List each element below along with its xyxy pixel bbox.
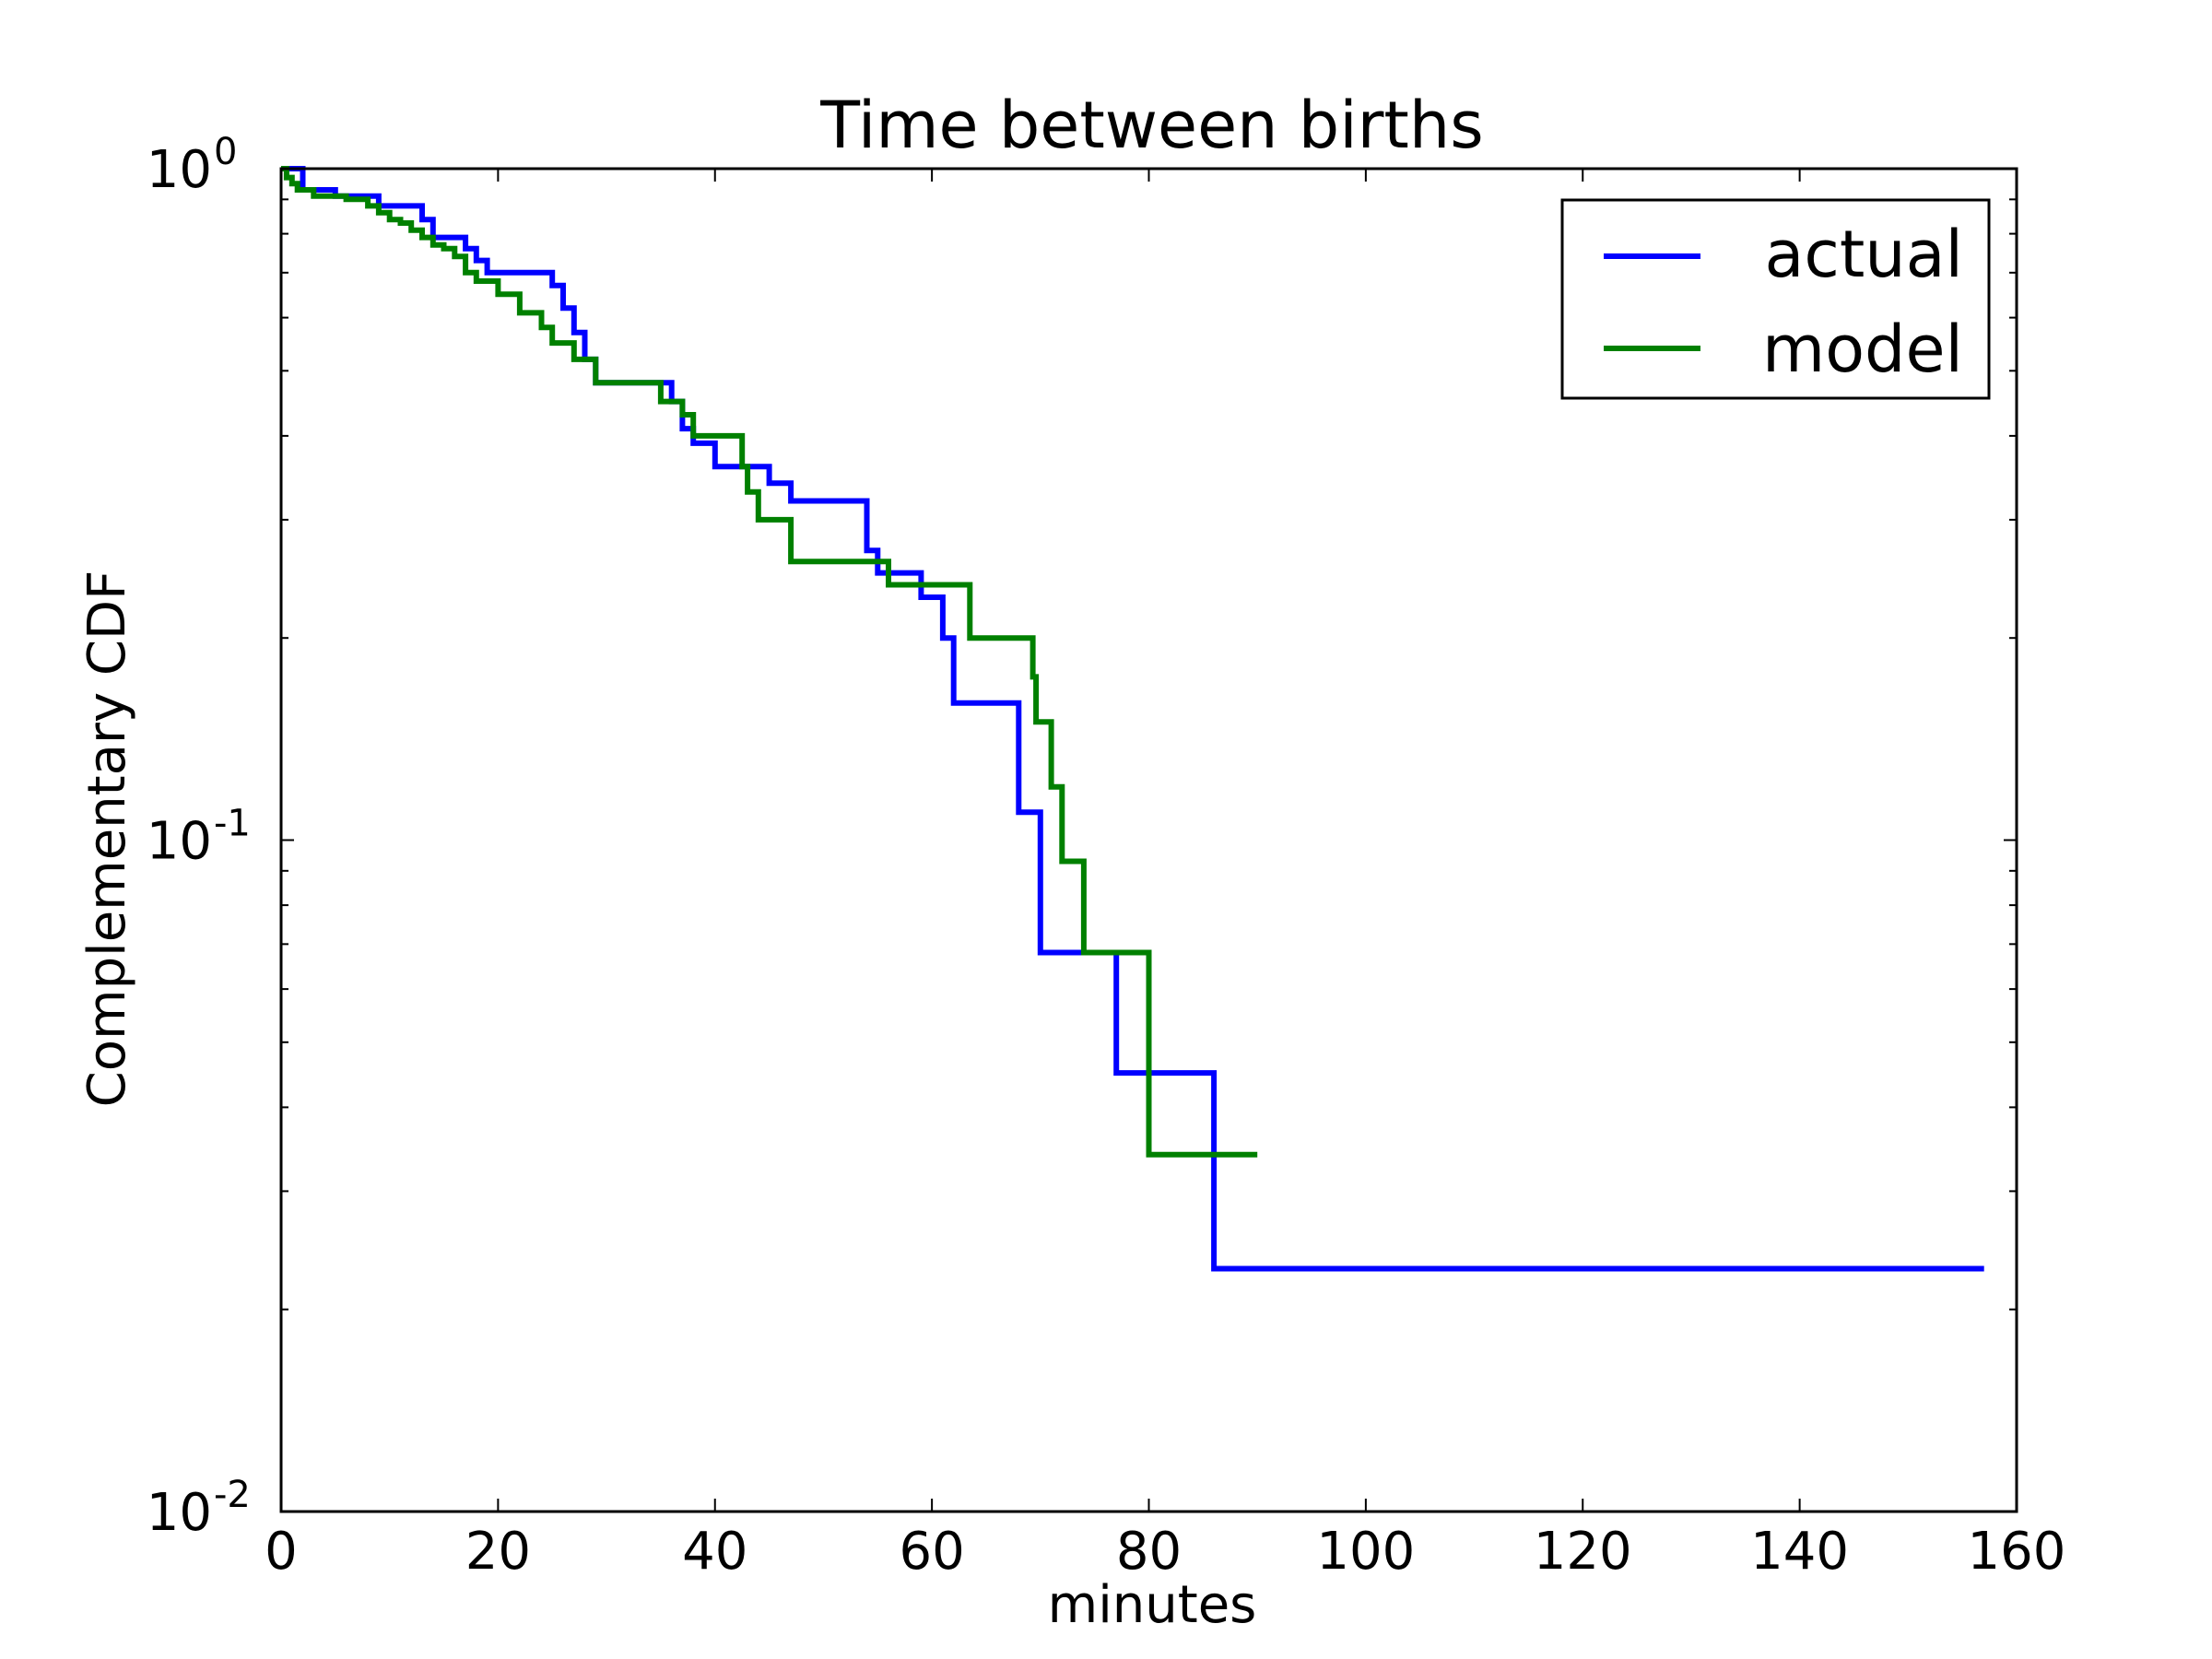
y-tick-label: 10 — [147, 812, 212, 872]
y-tick-label: 10 — [147, 140, 212, 200]
legend-box — [1560, 198, 1991, 400]
x-tick-label: 40 — [682, 1522, 747, 1582]
x-tick-label: 80 — [1116, 1522, 1182, 1582]
legend-label-actual: actual — [1764, 217, 1963, 292]
x-tick-label: 140 — [1750, 1522, 1849, 1582]
x-axis-label: minutes — [1048, 1575, 1257, 1635]
y-tick-exponent: -1 — [214, 803, 251, 845]
plot-content — [281, 166, 1984, 1272]
series-line-model — [281, 166, 1258, 1158]
y-tick-exponent: -2 — [214, 1474, 251, 1516]
x-tick-label: 0 — [265, 1522, 298, 1582]
x-tick-label: 20 — [465, 1522, 531, 1582]
y-axis-label: Complementary CDF — [77, 571, 137, 1108]
x-tick-label: 160 — [1968, 1522, 2066, 1582]
x-axis: 0 20 40 60 80 100 120 140 160 — [265, 169, 2065, 1582]
x-tick-label: 100 — [1316, 1522, 1415, 1582]
legend-label-model: model — [1762, 312, 1963, 387]
y-tick-label: 10 — [147, 1483, 212, 1543]
y-tick-exponent: 0 — [214, 131, 237, 173]
legend: actual model — [1560, 198, 1991, 400]
x-tick-label: 60 — [899, 1522, 964, 1582]
x-tick-label: 120 — [1534, 1522, 1632, 1582]
chart-title: Time between births — [819, 88, 1483, 163]
